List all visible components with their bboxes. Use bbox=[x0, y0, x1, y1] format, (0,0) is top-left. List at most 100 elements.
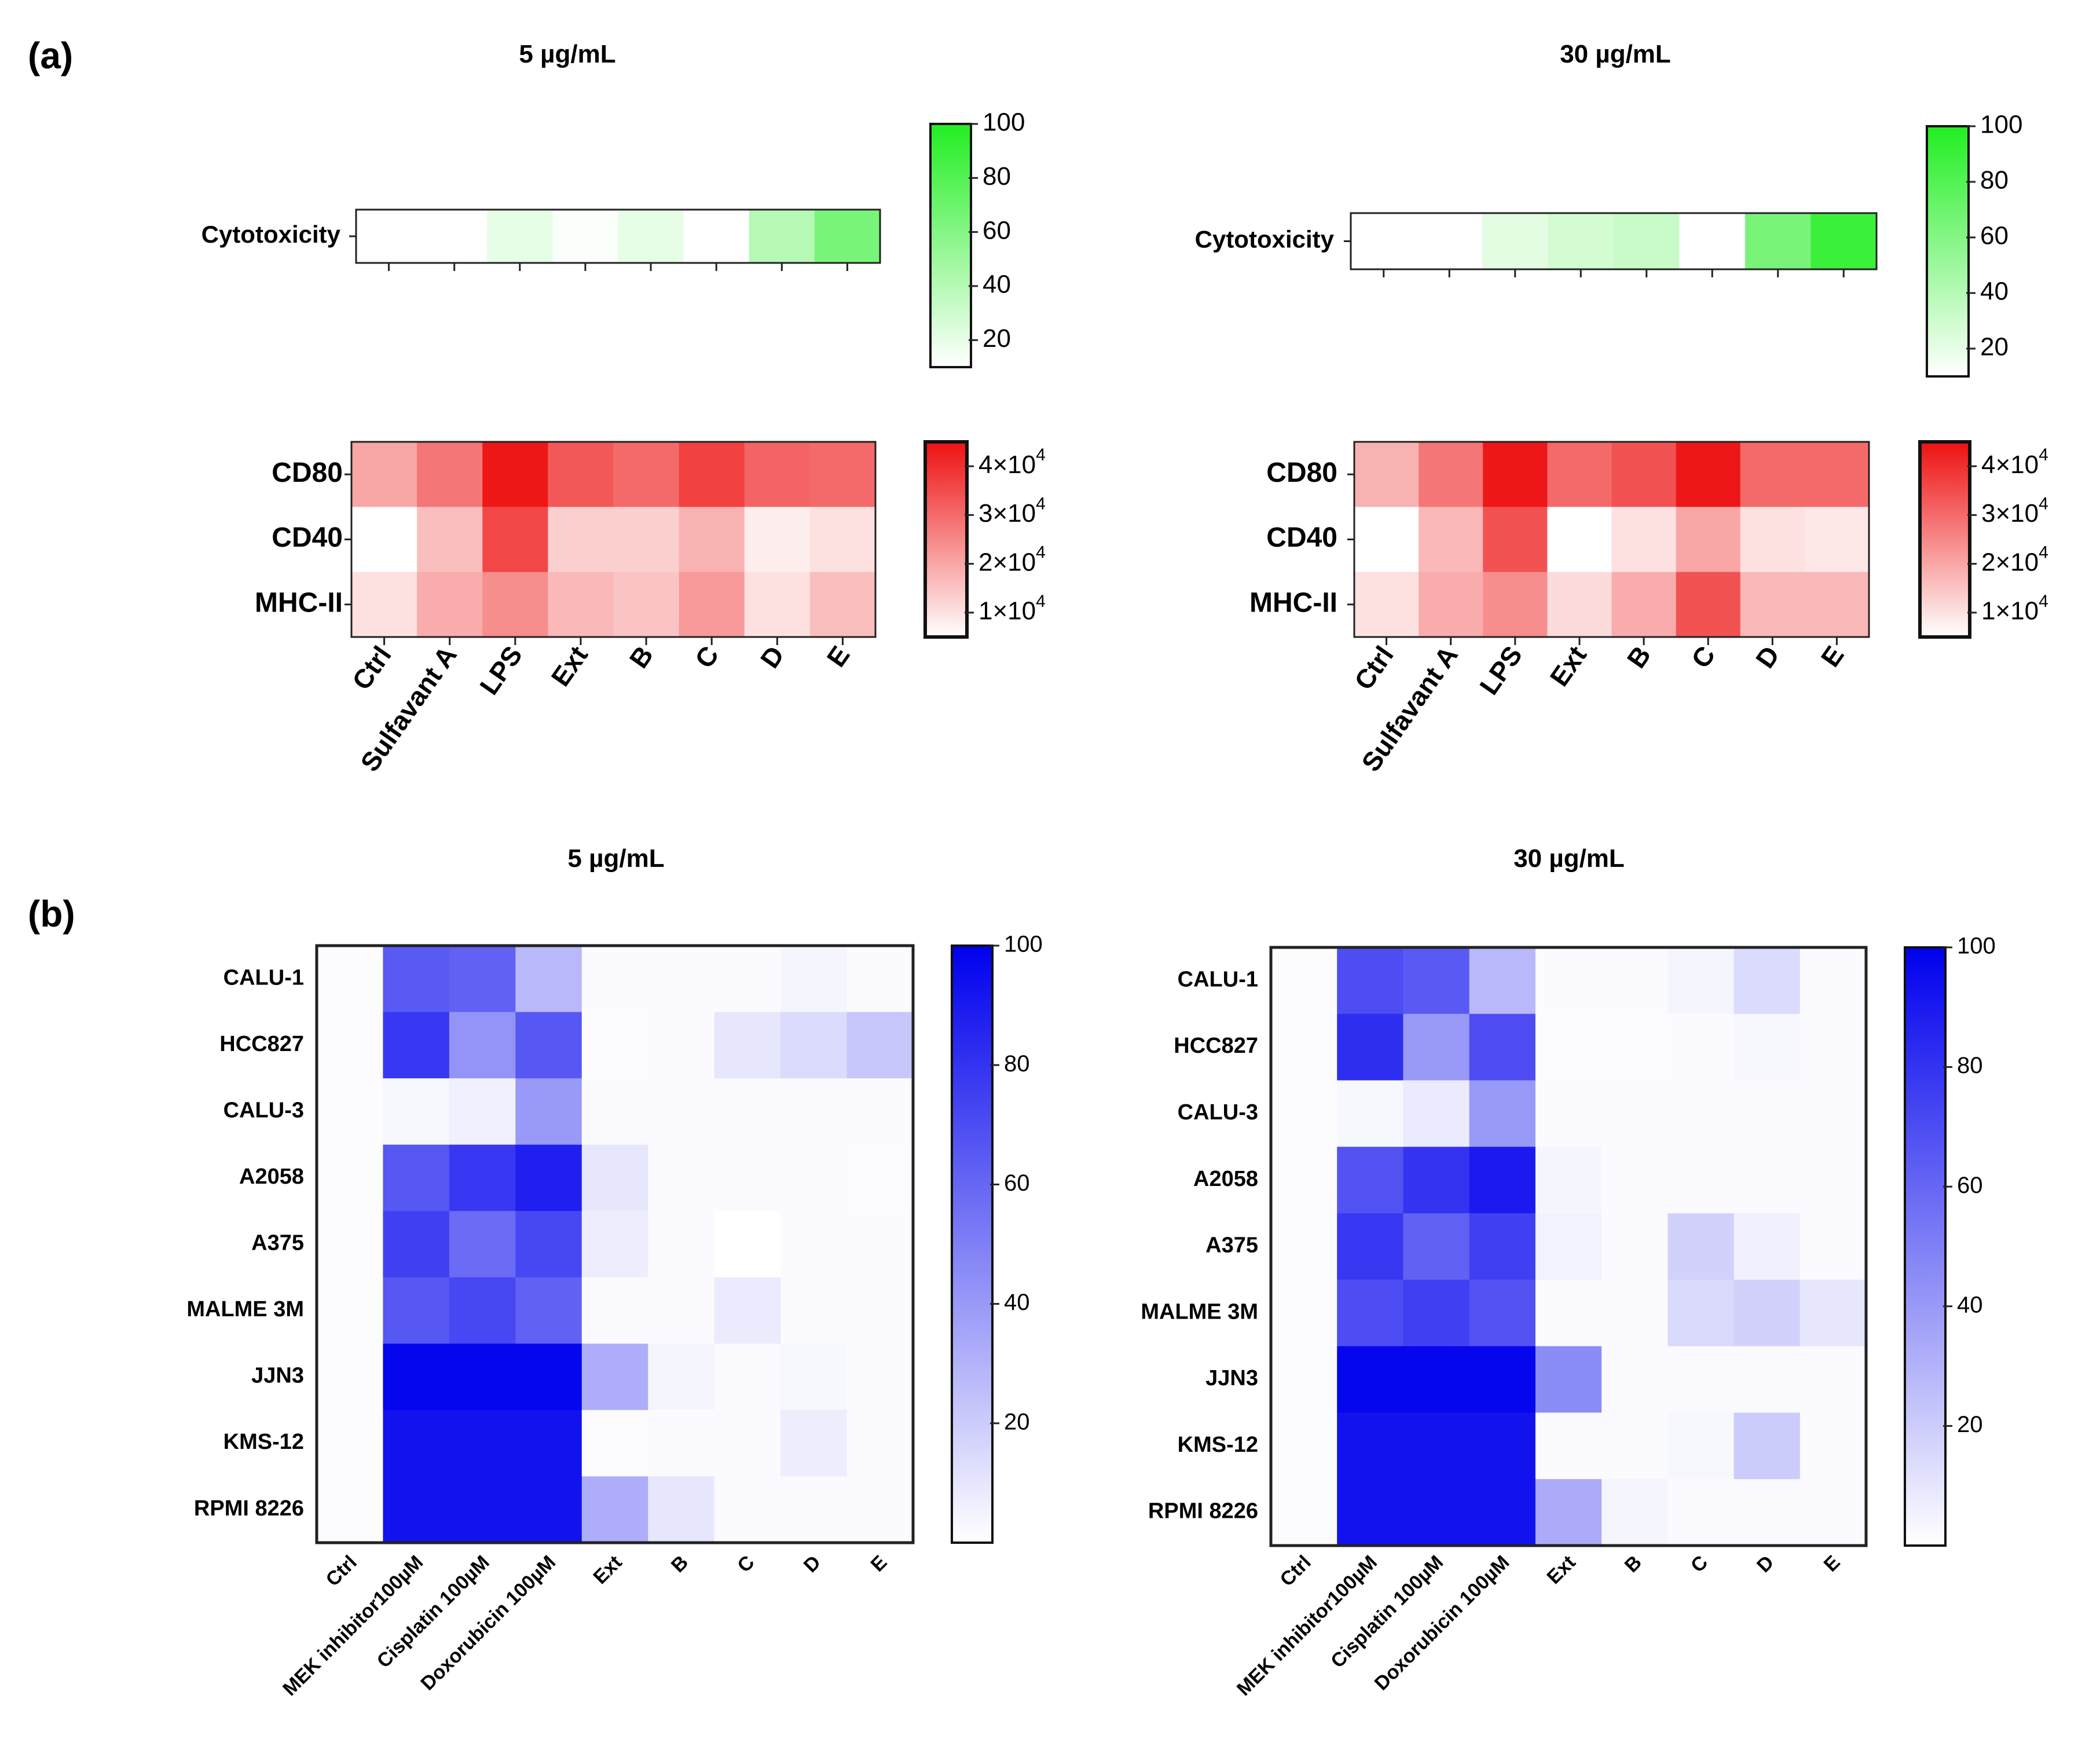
heatmap-cell bbox=[1745, 213, 1812, 270]
heatmap-cell bbox=[1667, 1213, 1735, 1280]
heatmap-cell bbox=[581, 1078, 648, 1145]
heatmap-cell bbox=[1469, 1346, 1536, 1414]
colorbar-tick-exponent: 4 bbox=[1036, 494, 1046, 513]
heatmap-frame bbox=[1269, 946, 1868, 1547]
heatmap-cell bbox=[1271, 947, 1337, 1015]
colorbar-tick-exponent: 4 bbox=[1036, 445, 1046, 464]
colorbar-tick-label: 80 bbox=[983, 162, 1011, 191]
row-label: CALU-1 bbox=[223, 965, 304, 990]
heatmap-cell bbox=[613, 572, 680, 638]
row-label: JJN3 bbox=[1205, 1366, 1258, 1390]
heatmap-cell bbox=[417, 507, 483, 573]
column-label: C bbox=[1685, 640, 1721, 673]
colorbar bbox=[929, 123, 972, 368]
heatmap-cell bbox=[1667, 1412, 1735, 1480]
heatmap-cell bbox=[515, 1277, 582, 1344]
column-label: B bbox=[667, 1551, 692, 1577]
heatmap-cell bbox=[1354, 572, 1419, 638]
heatmap-cell bbox=[1271, 1479, 1337, 1546]
heatmap-cell bbox=[1403, 1479, 1470, 1546]
heatmap-cell bbox=[1403, 1412, 1470, 1480]
column-label: C bbox=[733, 1551, 758, 1577]
colorbar bbox=[1918, 440, 1971, 639]
heatmap-cell bbox=[515, 1476, 582, 1543]
heatmap-cell bbox=[1403, 1213, 1470, 1280]
heatmap-cell bbox=[1403, 947, 1470, 1015]
heatmap-cell bbox=[780, 1078, 848, 1145]
heatmap-cell bbox=[1800, 1346, 1867, 1414]
heatmap-cell bbox=[648, 946, 715, 1013]
heatmap-cell bbox=[1601, 1147, 1668, 1214]
heatmap-cell bbox=[1800, 1213, 1867, 1280]
heatmap-cell bbox=[1667, 1147, 1735, 1214]
heatmap-cell bbox=[1733, 1412, 1801, 1480]
heatmap-cell bbox=[1667, 1279, 1735, 1347]
column-label: Ext bbox=[1544, 640, 1592, 691]
heatmap-cell bbox=[515, 1078, 582, 1145]
heatmap-cell bbox=[548, 442, 614, 507]
heatmap-cell bbox=[383, 1078, 450, 1145]
colorbar-tick-exponent: 4 bbox=[2039, 543, 2048, 562]
heatmap-cell bbox=[714, 946, 781, 1013]
colorbar bbox=[951, 944, 994, 1544]
heatmap-cell bbox=[714, 1476, 781, 1543]
heatmap-cell bbox=[1667, 1080, 1735, 1147]
heatmap-cell bbox=[1403, 1080, 1470, 1147]
heatmap-cell bbox=[1337, 1013, 1404, 1081]
heatmap-cell bbox=[714, 1078, 781, 1145]
row-label: CD40 bbox=[1266, 522, 1337, 553]
heatmap-cell bbox=[846, 1144, 914, 1211]
row-label: MALME 3M bbox=[1141, 1299, 1258, 1324]
heatmap-cell bbox=[383, 1409, 450, 1477]
heatmap-cell bbox=[581, 1343, 648, 1411]
heatmap-cell bbox=[1416, 213, 1483, 270]
heatmap-cell bbox=[679, 572, 745, 638]
heatmap-cell bbox=[449, 1476, 516, 1543]
column-label: Cisplatin 100µM bbox=[1326, 1551, 1447, 1672]
heatmap-b-left: 5 µg/mL CALU-1 HCC827 CALU-3 A2058 A375 MALME … bbox=[186, 844, 1042, 1700]
colorbar-tick-label: 60 bbox=[1004, 1170, 1030, 1196]
column-label: D bbox=[1750, 640, 1786, 673]
heatmap-cell bbox=[1403, 1279, 1470, 1347]
column-label: D bbox=[800, 1551, 825, 1577]
heatmap-cell bbox=[1800, 1013, 1867, 1081]
chart-title: 5 µg/mL bbox=[567, 844, 664, 873]
heatmap-cell bbox=[1337, 1213, 1404, 1280]
heatmap-cell bbox=[1804, 442, 1870, 507]
row-label: Cytotoxicity bbox=[201, 221, 341, 248]
colorbar-tick-label: 100 bbox=[1957, 933, 1996, 959]
heatmap-cell bbox=[417, 572, 483, 638]
heatmap-cell bbox=[1667, 1479, 1735, 1546]
heatmap-cell bbox=[351, 507, 417, 573]
heatmap-cell bbox=[1337, 1479, 1404, 1546]
heatmap-cell bbox=[648, 1012, 715, 1079]
heatmap-cell bbox=[1469, 1412, 1536, 1480]
heatmap-cell bbox=[515, 946, 582, 1013]
heatmap-cell bbox=[356, 210, 422, 263]
heatmap-cell bbox=[1547, 572, 1612, 638]
heatmap-cell bbox=[1354, 442, 1419, 507]
heatmap-cell bbox=[613, 442, 680, 507]
heatmap-frame bbox=[315, 944, 915, 1544]
heatmap-cell bbox=[1548, 213, 1614, 270]
colorbar-tick-label: 60 bbox=[983, 216, 1011, 244]
colorbar-tick-label: 1×104 bbox=[978, 592, 1046, 625]
column-label: C bbox=[689, 640, 725, 673]
heatmap-cell bbox=[1733, 1080, 1801, 1147]
colorbar-tick-label: 100 bbox=[983, 108, 1025, 137]
heatmap-cell bbox=[1804, 507, 1870, 573]
heatmap-cell bbox=[1800, 1147, 1867, 1214]
heatmap-cell bbox=[648, 1343, 715, 1411]
heatmap-cell bbox=[1469, 1213, 1536, 1280]
heatmap-cell bbox=[317, 1343, 384, 1411]
heatmap-cell bbox=[449, 1211, 516, 1278]
heatmap-cell bbox=[552, 210, 619, 263]
column-label: B bbox=[624, 640, 659, 673]
colorbar-tick-label: 20 bbox=[1957, 1412, 1983, 1437]
heatmap-cell bbox=[1535, 1479, 1602, 1546]
row-label: KMS-12 bbox=[1178, 1433, 1258, 1457]
heatmap-cell bbox=[581, 946, 648, 1013]
column-label: E bbox=[1820, 1551, 1845, 1576]
heatmap-cell bbox=[714, 1409, 781, 1477]
heatmap-cell bbox=[317, 1211, 384, 1278]
